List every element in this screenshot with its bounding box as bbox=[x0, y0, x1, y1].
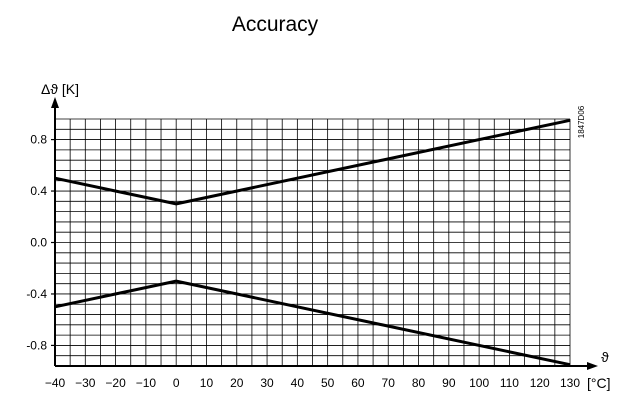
series-line-1 bbox=[54, 118, 571, 206]
x-tick-label: 50 bbox=[321, 376, 335, 390]
y-tick-label: 0.4 bbox=[30, 184, 47, 198]
x-axis-label: ϑ bbox=[601, 349, 609, 365]
x-tick-label: 60 bbox=[351, 376, 365, 390]
x-tick-label: 10 bbox=[200, 376, 214, 390]
x-tick-label: −20 bbox=[105, 376, 126, 390]
x-tick-label: 100 bbox=[469, 376, 489, 390]
chart-title: Accuracy bbox=[232, 13, 319, 36]
axes bbox=[51, 97, 598, 370]
x-tick-label: 70 bbox=[382, 376, 396, 390]
y-axis-arrow bbox=[51, 97, 59, 108]
x-tick-label: −40 bbox=[45, 376, 66, 390]
x-tick-label: 130 bbox=[560, 376, 580, 390]
x-tick-label: 30 bbox=[260, 376, 274, 390]
x-axis-unit: [°C] bbox=[587, 375, 611, 391]
x-tick-label: 120 bbox=[530, 376, 550, 390]
x-tick-label: −30 bbox=[75, 376, 96, 390]
x-tick-label: 80 bbox=[412, 376, 426, 390]
series-lines bbox=[54, 118, 571, 367]
x-tick-label: −10 bbox=[136, 376, 157, 390]
x-tick-label: 0 bbox=[173, 376, 180, 390]
x-tick-label: 90 bbox=[442, 376, 456, 390]
y-tick-label: 0.0 bbox=[30, 236, 47, 250]
x-tick-label: 40 bbox=[291, 376, 305, 390]
y-tick-label: -0.4 bbox=[26, 287, 47, 301]
series-line-2 bbox=[54, 279, 571, 367]
x-tick-labels: −40 −30 −20 −10 0 10 20 30 40 50 60 70 80 90 100 110 120… bbox=[45, 376, 581, 390]
y-tick-label: 0.8 bbox=[30, 133, 47, 147]
y-axis-label: Δϑ [K] bbox=[41, 81, 79, 97]
y-tick-label: -0.8 bbox=[26, 338, 47, 352]
x-axis-arrow bbox=[587, 362, 598, 370]
x-tick-label: 20 bbox=[230, 376, 244, 390]
x-tick-label: 110 bbox=[500, 376, 519, 390]
figure-code: 1847D06 bbox=[577, 105, 586, 138]
y-tick-labels: 0.8 0.4 0.0 -0.4 -0.8 bbox=[26, 133, 55, 352]
grid-lines bbox=[54, 118, 571, 367]
